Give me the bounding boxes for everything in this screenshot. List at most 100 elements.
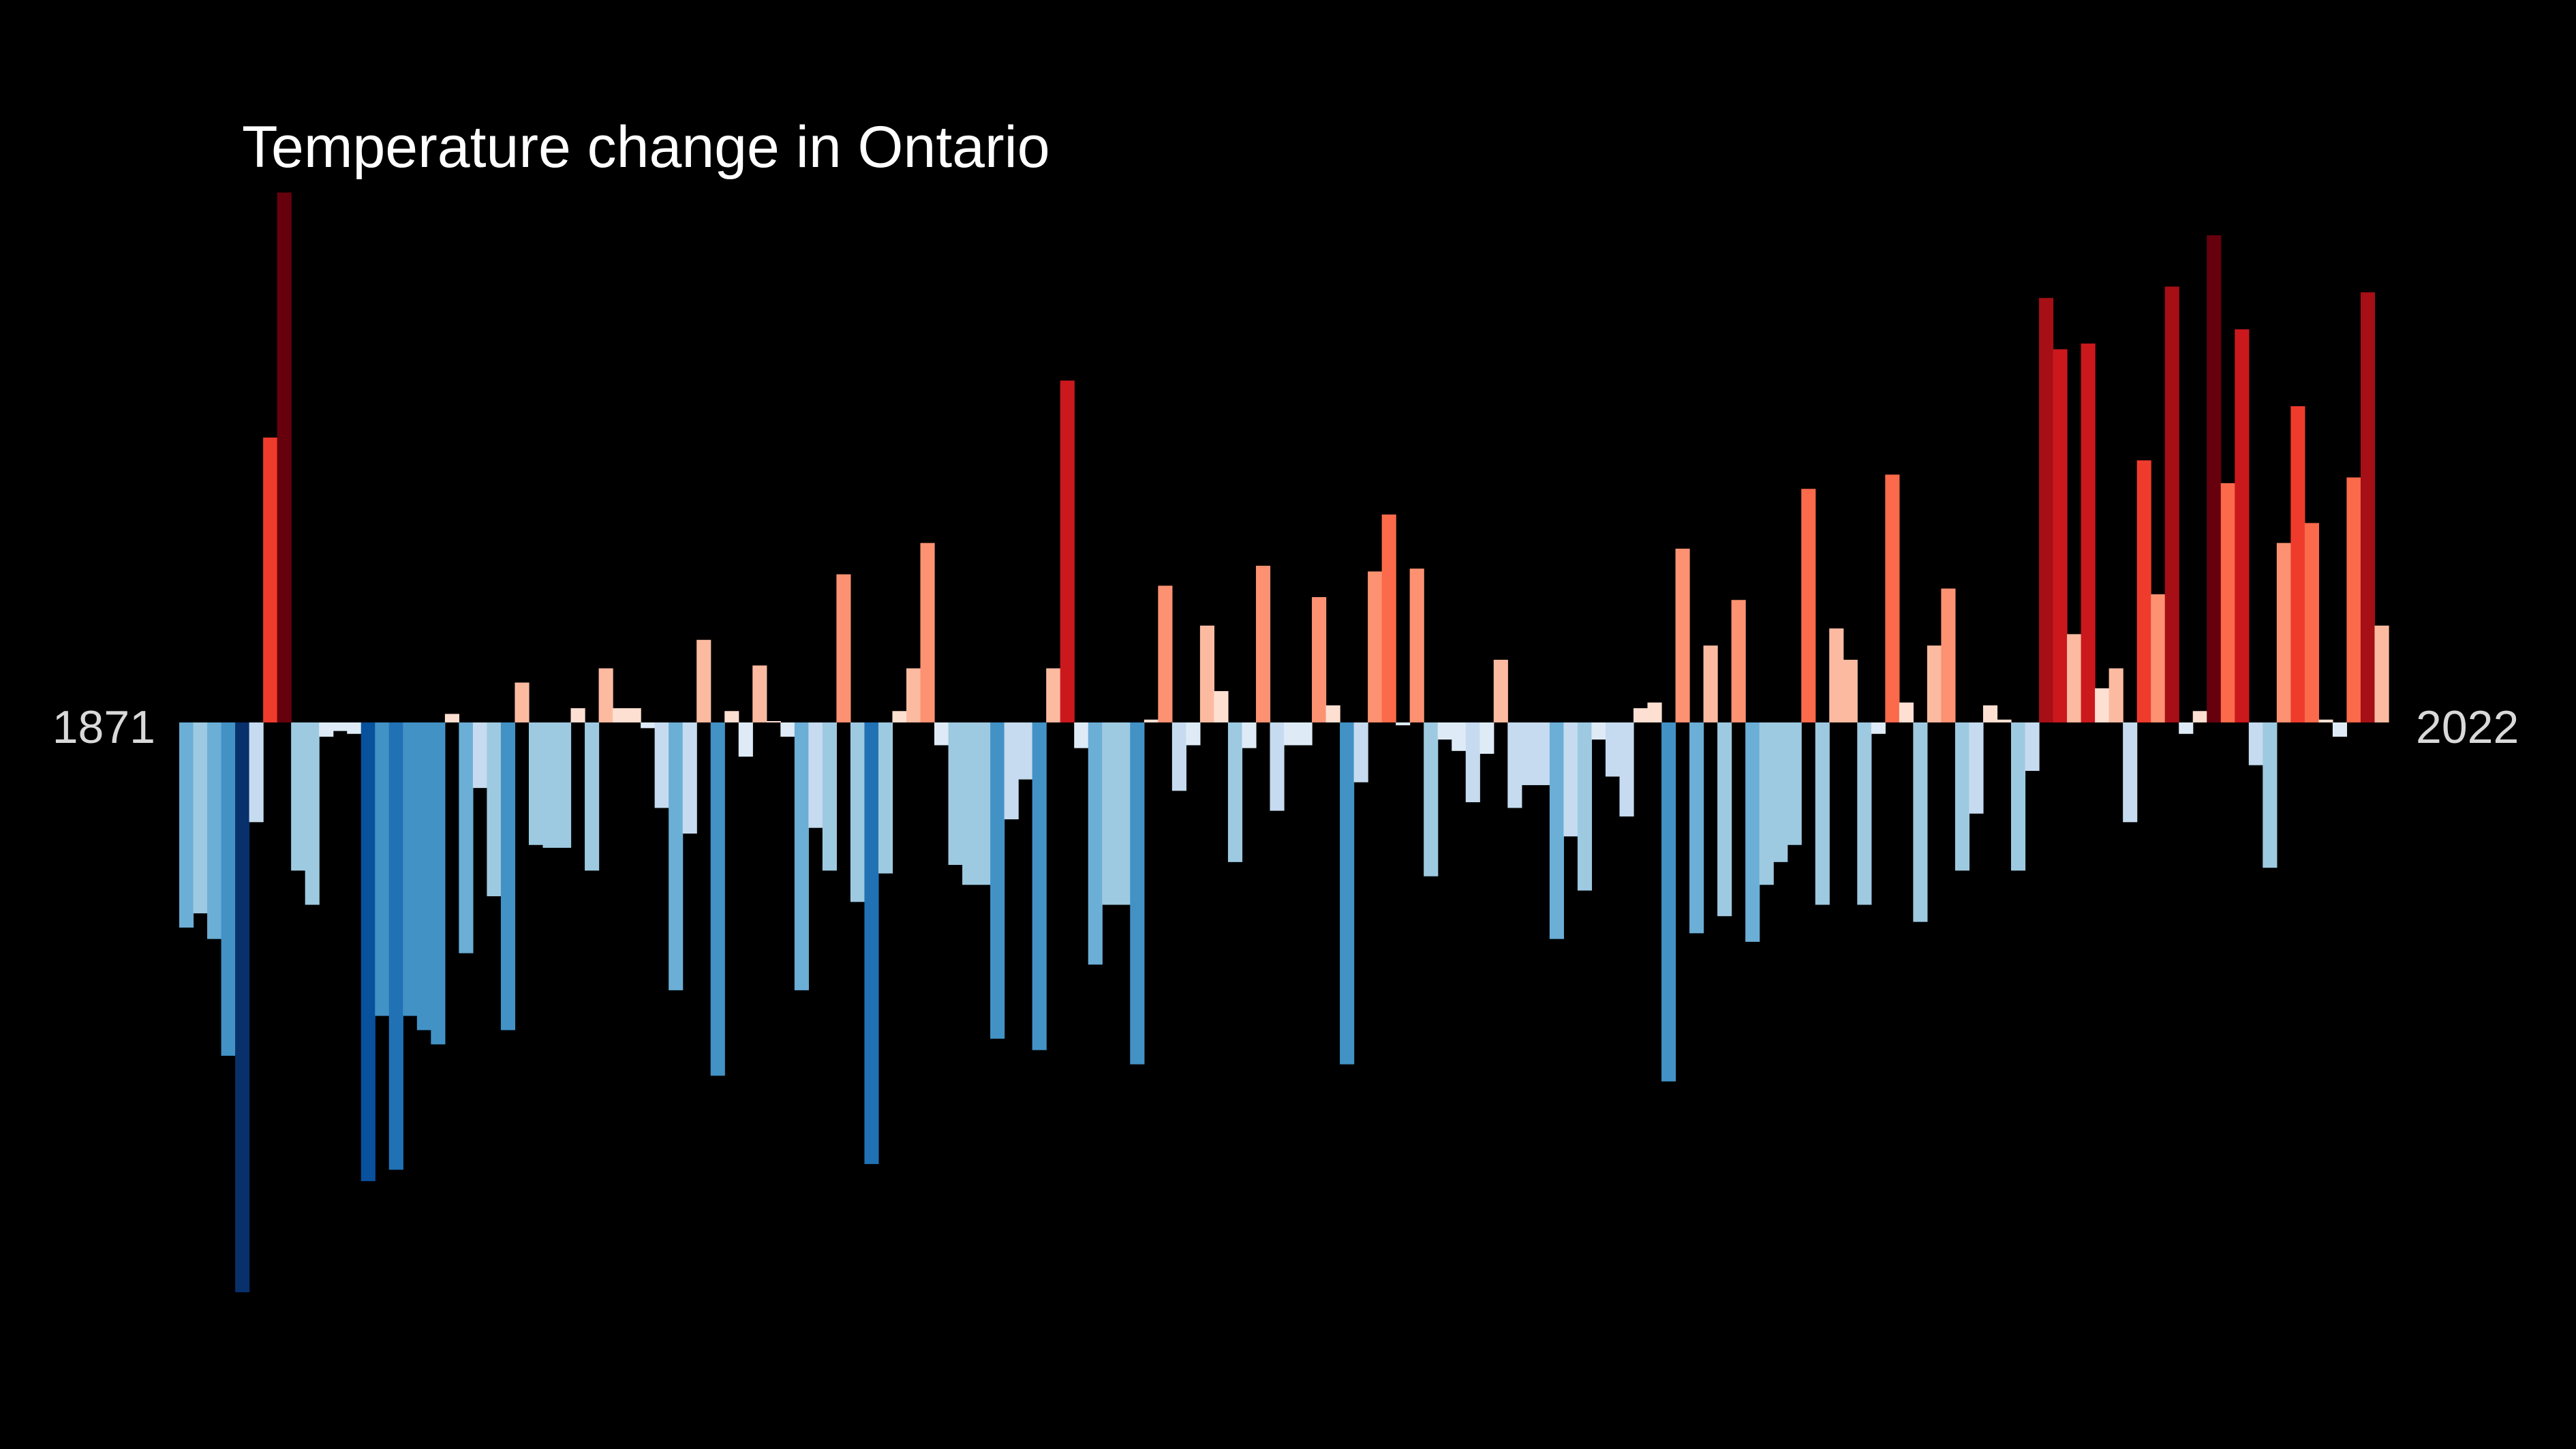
bar-1903 <box>626 708 641 722</box>
bar-2004 <box>2039 298 2054 722</box>
chart-title: Temperature change in Ontario <box>242 115 1050 180</box>
bar-1981 <box>1717 722 1732 917</box>
bar-1983 <box>1745 722 1760 942</box>
bar-1893 <box>487 722 502 896</box>
bar-2011 <box>2136 460 2151 722</box>
bar-1923 <box>906 668 921 722</box>
bar-1882 <box>333 722 348 731</box>
bar-1897 <box>542 722 557 848</box>
bar-1904 <box>641 722 656 729</box>
bar-1881 <box>319 722 334 737</box>
bar-1915 <box>794 722 809 990</box>
bar-1931 <box>1018 722 1033 780</box>
bar-1996 <box>1927 645 1942 722</box>
bar-1892 <box>472 722 488 789</box>
bar-1878 <box>277 192 292 722</box>
bar-1871 <box>179 722 194 928</box>
bar-1965 <box>1493 660 1508 722</box>
bar-1895 <box>515 682 530 722</box>
start-year-label: 1871 <box>52 701 155 753</box>
bar-1968 <box>1535 722 1550 785</box>
bar-1910 <box>724 711 739 722</box>
bar-1890 <box>444 714 459 722</box>
bar-1880 <box>305 722 320 905</box>
bar-1875 <box>235 722 250 1292</box>
bar-2021 <box>2276 543 2291 722</box>
bar-1889 <box>431 722 446 1045</box>
bar-2017 <box>2220 483 2235 722</box>
bar-1997 <box>1941 588 1956 722</box>
bar-1964 <box>1479 722 1494 754</box>
bar-2018 <box>2235 329 2250 722</box>
bar-1926 <box>948 722 963 865</box>
bar-1977 <box>1661 722 1676 1082</box>
bar-1955 <box>1353 722 1368 782</box>
bar-1971 <box>1577 722 1593 891</box>
bar-1978 <box>1675 549 1690 722</box>
bar-1985 <box>1773 722 1788 862</box>
bar-1932 <box>1032 722 1047 1050</box>
bar-1994 <box>1899 702 1914 722</box>
bar-1980 <box>1703 645 1718 722</box>
bar-1906 <box>669 722 684 990</box>
bar-1894 <box>500 722 516 1031</box>
bar-1918 <box>836 574 851 722</box>
bar-2025 <box>2332 722 2348 737</box>
bar-1952 <box>1312 597 1327 722</box>
bar-1972 <box>1591 722 1606 740</box>
bar-1995 <box>1913 722 1928 922</box>
bar-1909 <box>710 722 725 1076</box>
bar-1982 <box>1731 600 1746 722</box>
bar-1963 <box>1465 722 1480 803</box>
bar-1950 <box>1284 722 1299 746</box>
bar-1921 <box>878 722 893 874</box>
bar-1967 <box>1521 722 1536 785</box>
bar-2007 <box>2081 344 2096 722</box>
bar-1872 <box>193 722 208 914</box>
bar-1954 <box>1340 722 1355 1065</box>
bar-1975 <box>1633 708 1649 722</box>
bar-2015 <box>2192 711 2207 722</box>
bar-1992 <box>1871 722 1886 734</box>
bar-2020 <box>2263 722 2278 868</box>
bar-2027 <box>2360 292 2376 722</box>
bar-1948 <box>1255 566 1271 722</box>
bar-1958 <box>1396 722 1411 726</box>
bar-1920 <box>864 722 879 1164</box>
bar-1927 <box>962 722 977 885</box>
bar-2002 <box>2010 722 2026 871</box>
bar-1953 <box>1325 705 1340 722</box>
bar-1896 <box>528 722 544 845</box>
bar-1941 <box>1158 585 1173 722</box>
bar-1937 <box>1102 722 1117 905</box>
bar-1911 <box>738 722 753 757</box>
bar-2000 <box>1982 705 1998 722</box>
bar-1886 <box>388 722 403 1170</box>
bar-1940 <box>1144 719 1159 722</box>
bar-1888 <box>416 722 431 1031</box>
bar-1884 <box>361 722 375 1181</box>
bar-1966 <box>1507 722 1522 808</box>
bar-1887 <box>403 722 418 1016</box>
bar-1942 <box>1171 722 1186 791</box>
bar-1902 <box>613 708 628 722</box>
bars-group <box>179 192 2389 1292</box>
bar-1924 <box>920 543 935 722</box>
bar-1919 <box>850 722 865 902</box>
bar-1901 <box>598 668 613 722</box>
bar-1908 <box>696 639 711 722</box>
bar-1930 <box>1004 722 1019 820</box>
bar-1974 <box>1619 722 1634 817</box>
bar-1999 <box>1969 722 1984 814</box>
bar-1962 <box>1452 722 1467 751</box>
bar-2001 <box>1997 719 2012 722</box>
bar-1991 <box>1857 722 1872 905</box>
bar-1986 <box>1787 722 1802 845</box>
bar-1957 <box>1381 514 1396 722</box>
bar-2012 <box>2151 594 2166 722</box>
bar-1984 <box>1759 722 1774 885</box>
bar-1969 <box>1549 722 1564 939</box>
bar-2014 <box>2179 722 2194 734</box>
bar-1998 <box>1954 722 1970 871</box>
